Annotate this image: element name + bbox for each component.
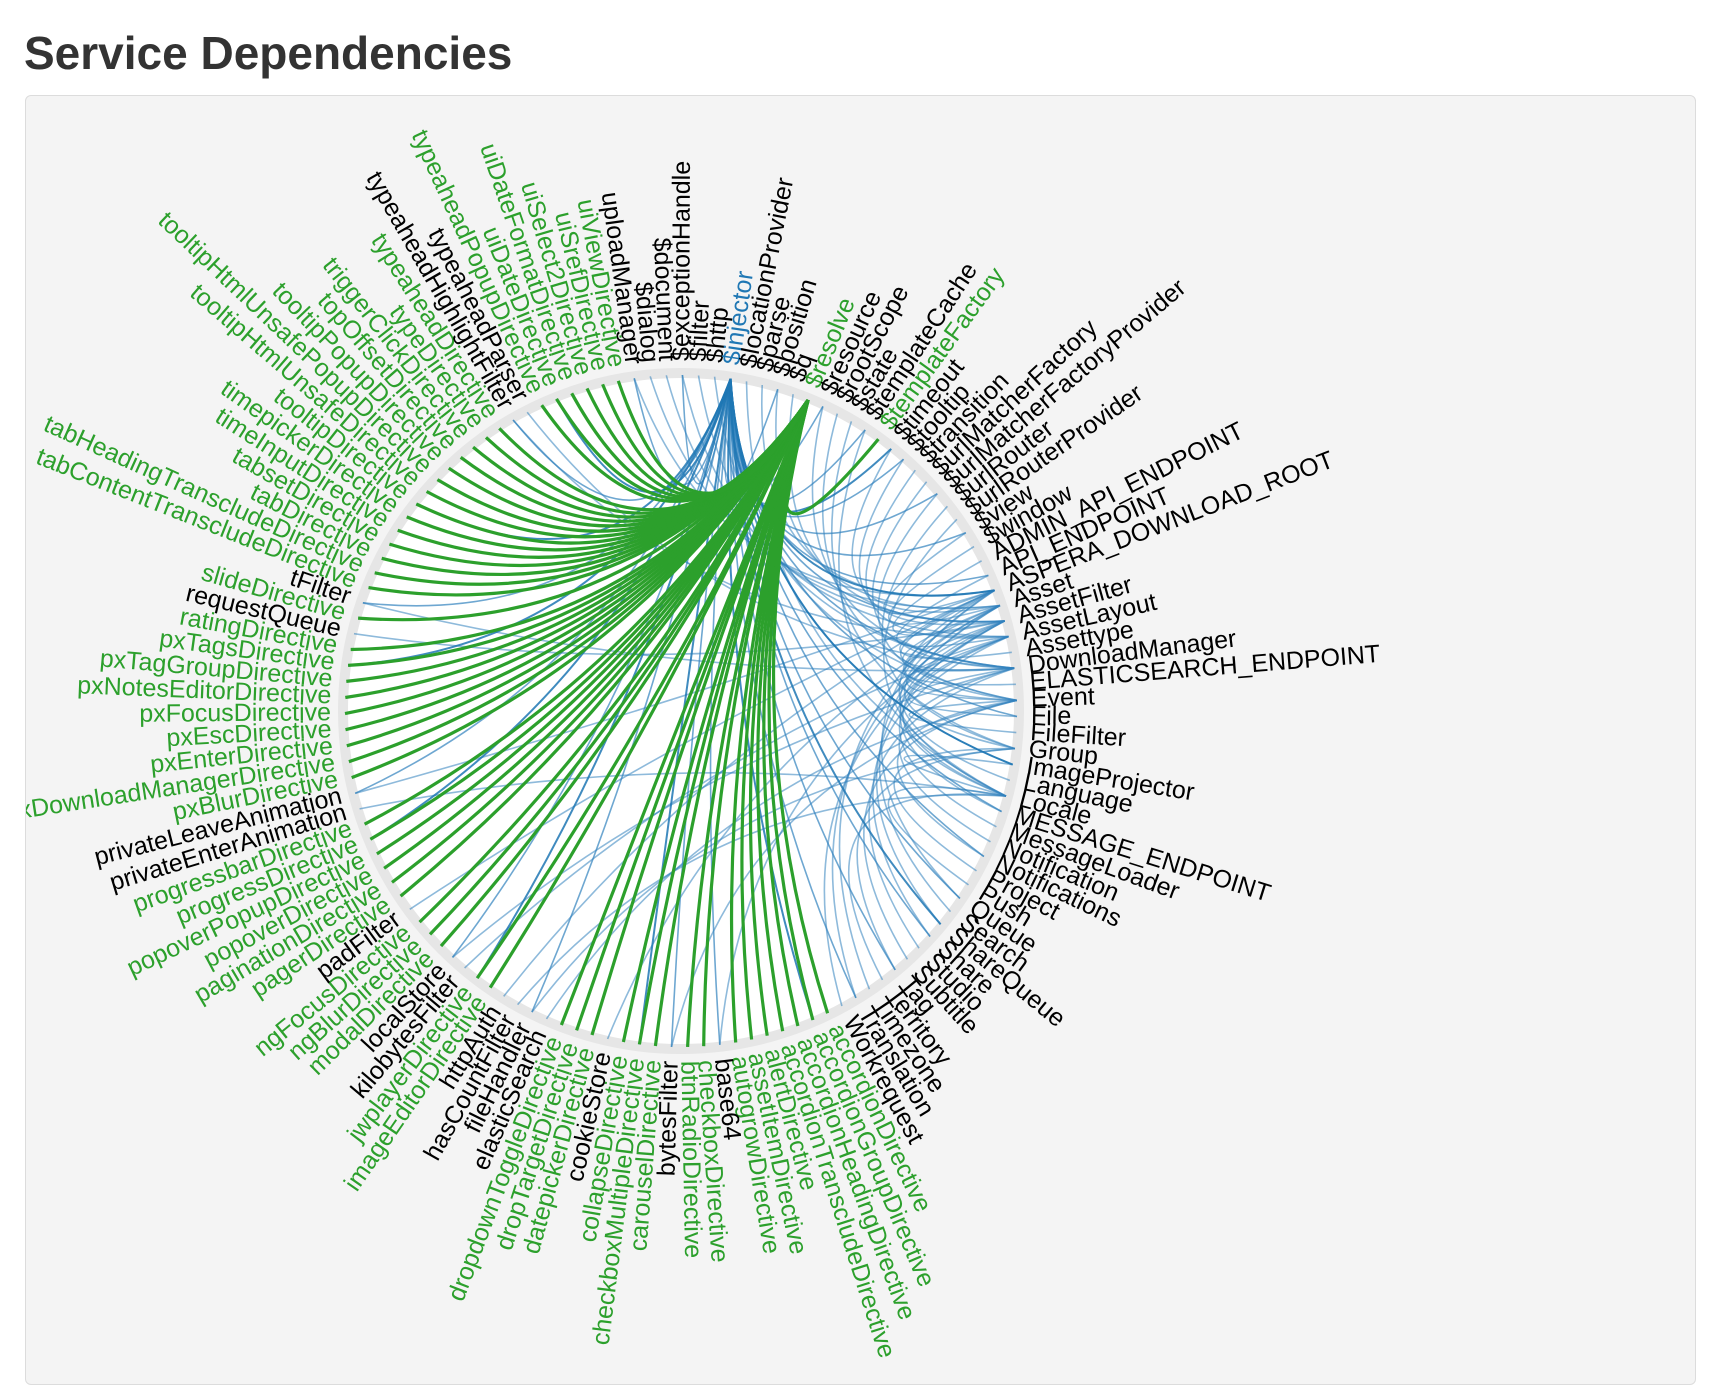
inner-disc [343, 373, 1019, 1049]
node-label[interactable]: bytesFilter [652, 1060, 683, 1176]
dependency-link [670, 699, 1017, 1048]
dependency-link [559, 399, 810, 1026]
dependency-link [409, 589, 995, 910]
node-label[interactable]: pxFocusDirective [139, 698, 331, 727]
dependency-link [512, 378, 732, 501]
dependency-link [354, 589, 995, 795]
dependency-link [896, 699, 1017, 858]
dependency-link [451, 378, 732, 958]
dependency-link [475, 399, 810, 980]
dependency-link [359, 772, 1007, 810]
dependency-link [868, 667, 1015, 949]
dependency-link [686, 399, 810, 1047]
ring-outline [338, 368, 1024, 1054]
dependency-link [823, 620, 1006, 1007]
node-label[interactable]: $filter [684, 300, 715, 363]
dependency-link [616, 380, 810, 495]
dependency-link [348, 378, 732, 667]
dependency-link [872, 635, 1009, 937]
dependency-link [898, 635, 1009, 828]
dependency-link [893, 747, 1015, 872]
dependency-link [729, 399, 810, 1043]
dependency-link [865, 469, 1009, 639]
dependency-link [729, 378, 1014, 766]
node-label[interactable]: Event [1030, 682, 1095, 712]
dependency-link [908, 699, 1017, 734]
dependency-link [729, 378, 1002, 813]
node-label[interactable]: $http [701, 306, 734, 364]
dependency-link [907, 667, 1018, 718]
dependency-link [903, 754, 1013, 797]
dependency-link [838, 429, 1007, 797]
dependency-link [418, 399, 810, 924]
node-label[interactable]: File [1031, 701, 1072, 730]
chart-panel: uploadManager $dialog $document $exceptionH… [25, 95, 1696, 1385]
dependency-link [905, 635, 1017, 702]
dependency-link [363, 399, 810, 826]
dependency-link [729, 378, 857, 999]
dependency-link [516, 794, 1007, 1006]
dependency-link [856, 747, 1015, 971]
dependency-link [881, 505, 1016, 750]
dependency-link [476, 378, 732, 979]
dependency-link [362, 602, 1015, 672]
dependency-link [531, 747, 1015, 1013]
dependency-link [531, 378, 732, 1013]
node-label[interactable]: $exceptionHandle [667, 161, 696, 361]
dependency-link [621, 399, 810, 1043]
dependency-link [882, 518, 1007, 797]
dependency-link [858, 458, 1005, 626]
node-label[interactable]: $document [648, 237, 681, 362]
node-label[interactable]: FileFilter [1029, 718, 1126, 752]
node-label[interactable]: btnRadioDirective [675, 1061, 707, 1259]
dependency-link [727, 378, 814, 1021]
dependency-link [369, 378, 732, 841]
page-title: Service Dependencies [24, 27, 513, 79]
dependency-chord-diagram: uploadManager$dialog$document$exceptionH… [26, 126, 1381, 1362]
dependency-link [898, 667, 1015, 843]
dependency-link [729, 378, 942, 925]
dependency-link [555, 378, 732, 494]
links-layer [344, 374, 1018, 1048]
